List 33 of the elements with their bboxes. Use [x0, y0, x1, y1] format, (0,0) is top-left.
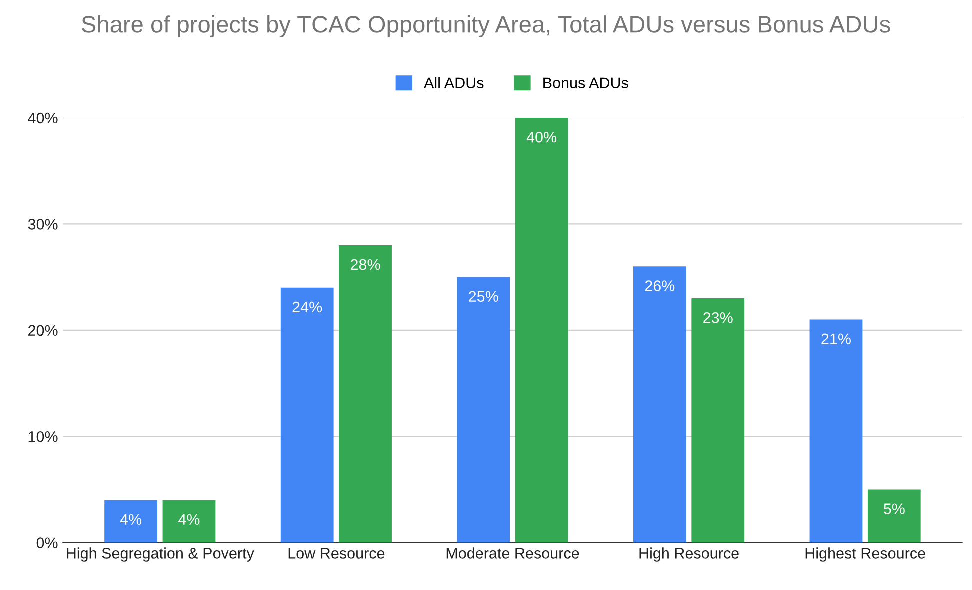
bar — [868, 490, 921, 543]
bar — [515, 118, 568, 543]
x-tick-label: Highest Resource — [806, 548, 926, 562]
y-tick-label: 20% — [28, 325, 58, 336]
legend-label: All ADUs — [424, 77, 484, 88]
bar — [633, 266, 686, 543]
y-tick-label: 0% — [36, 538, 58, 548]
data-label: 28% — [351, 259, 380, 270]
bar — [280, 288, 334, 543]
x-tick-label: Moderate Resource — [446, 548, 580, 559]
x-tick-label: High Segregation & Poverty — [67, 548, 254, 562]
bar — [104, 500, 158, 543]
bar — [457, 277, 510, 543]
bar — [692, 298, 745, 543]
chart-title: Share of projects by TCAC Opportunity Area, Total ADUs versus Bonus ADUs — [82, 16, 890, 38]
x-tick-label: Low Resource — [288, 548, 385, 559]
bar — [339, 245, 392, 543]
data-label: 23% — [704, 312, 733, 324]
data-label: 25% — [469, 291, 498, 302]
data-label: 5% — [884, 504, 905, 514]
y-tick-label: 30% — [28, 219, 58, 230]
x-tick-label: High Resource — [640, 548, 739, 562]
bar — [162, 500, 216, 543]
data-label: 40% — [526, 132, 557, 143]
data-label: 24% — [292, 302, 322, 313]
bar — [810, 320, 863, 543]
data-label: 21% — [822, 334, 851, 344]
data-label: 4% — [178, 514, 200, 526]
y-tick-label: 10% — [28, 431, 58, 442]
legend-label: Bonus ADUs — [544, 78, 628, 88]
y-tick-label: 40% — [28, 112, 58, 124]
data-label: 4% — [120, 514, 142, 526]
data-label: 26% — [645, 280, 675, 292]
